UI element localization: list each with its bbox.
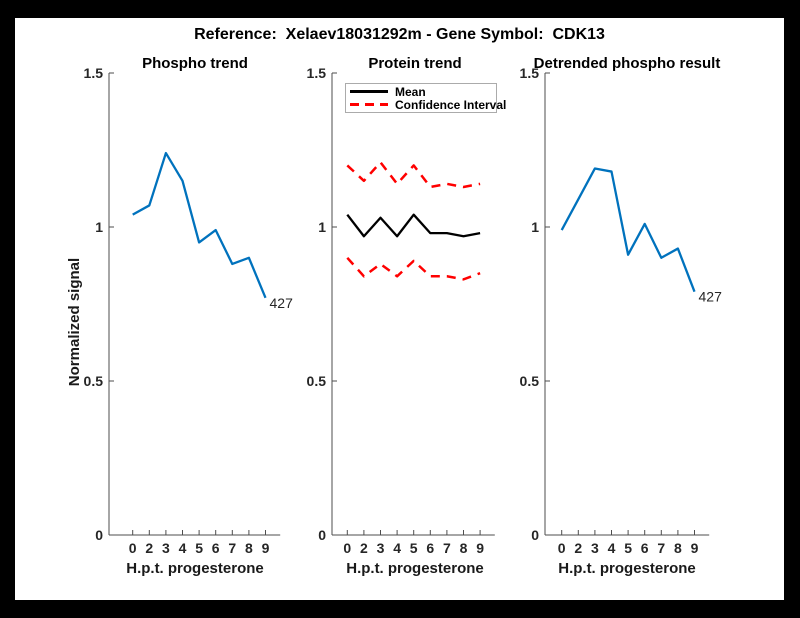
x-axis-label-detrended: H.p.t. progesterone: [558, 560, 696, 577]
confidence-interval-line-swatch-icon: [350, 103, 388, 106]
svg-text:3: 3: [377, 540, 385, 556]
svg-text:1.5: 1.5: [84, 65, 104, 81]
svg-text:8: 8: [460, 540, 468, 556]
svg-text:2: 2: [574, 540, 582, 556]
svg-text:9: 9: [476, 540, 484, 556]
svg-text:1: 1: [95, 219, 103, 235]
svg-text:1.5: 1.5: [520, 65, 540, 81]
svg-text:1: 1: [531, 219, 539, 235]
legend-label-mean: Mean: [395, 84, 426, 99]
svg-text:0.5: 0.5: [307, 373, 327, 389]
legend-item-mean: Mean: [350, 84, 492, 99]
svg-text:3: 3: [591, 540, 599, 556]
x-axis-label-phospho: H.p.t. progesterone: [126, 560, 264, 577]
svg-text:5: 5: [410, 540, 418, 556]
legend-box: Mean Confidence Interval: [345, 83, 506, 113]
figure-title: Reference: Xelaev18031292m - Gene Symbol…: [194, 26, 605, 43]
svg-text:0: 0: [558, 540, 566, 556]
svg-text:4: 4: [179, 540, 187, 556]
svg-text:9: 9: [691, 540, 699, 556]
plot-title-protein-trend: Protein trend: [368, 55, 462, 72]
svg-text:0: 0: [318, 527, 326, 543]
figure-canvas: Reference: Xelaev18031292m - Gene Symbol…: [15, 18, 784, 600]
svg-text:9: 9: [262, 540, 270, 556]
x-axis-label-protein: H.p.t. progesterone: [346, 560, 484, 577]
svg-text:7: 7: [228, 540, 236, 556]
svg-text:7: 7: [443, 540, 451, 556]
svg-text:6: 6: [212, 540, 220, 556]
svg-text:0: 0: [95, 527, 103, 543]
svg-text:0.5: 0.5: [84, 373, 104, 389]
svg-text:5: 5: [624, 540, 632, 556]
legend-label-confidence-interval: Confidence Interval: [395, 97, 507, 112]
svg-text:4: 4: [608, 540, 616, 556]
legend-item-confidence-interval: Confidence Interval: [350, 98, 506, 112]
mean-line-swatch-icon: [350, 90, 388, 93]
svg-text:2: 2: [360, 540, 368, 556]
svg-text:0: 0: [343, 540, 351, 556]
svg-text:6: 6: [426, 540, 434, 556]
svg-text:427: 427: [699, 289, 723, 305]
svg-text:8: 8: [245, 540, 253, 556]
svg-text:0: 0: [129, 540, 137, 556]
plot-title-phospho-trend: Phospho trend: [142, 55, 248, 72]
svg-text:6: 6: [641, 540, 649, 556]
protein-trend-plot: 00.511.50 2 3 4 5 6 7 8 9: [307, 65, 495, 556]
svg-text:1.5: 1.5: [307, 65, 327, 81]
svg-text:0.5: 0.5: [520, 373, 540, 389]
svg-text:8: 8: [674, 540, 682, 556]
svg-text:3: 3: [162, 540, 170, 556]
svg-text:0: 0: [531, 527, 539, 543]
plot-title-detrended-phospho: Detrended phospho result: [533, 55, 721, 72]
svg-text:7: 7: [657, 540, 665, 556]
svg-text:427: 427: [270, 295, 294, 311]
svg-text:1: 1: [318, 219, 326, 235]
svg-text:2: 2: [145, 540, 153, 556]
svg-text:4: 4: [393, 540, 401, 556]
svg-text:5: 5: [195, 540, 203, 556]
